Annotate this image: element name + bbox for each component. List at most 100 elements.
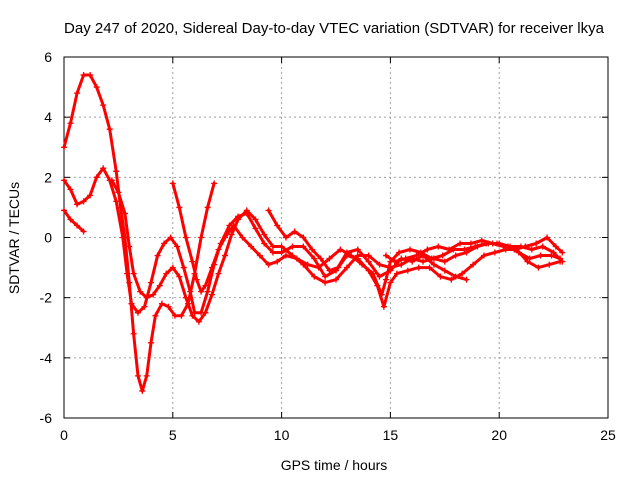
- data-point: [208, 264, 215, 271]
- data-point: [526, 255, 533, 262]
- data-point: [113, 198, 120, 205]
- data-point: [202, 309, 209, 316]
- data-point: [546, 261, 553, 268]
- data-point: [533, 240, 540, 247]
- data-point: [404, 267, 411, 274]
- data-point: [239, 234, 246, 241]
- data-point: [248, 243, 255, 250]
- data-point: [61, 144, 67, 151]
- y-tick-label: 0: [44, 230, 52, 246]
- data-point: [406, 246, 413, 253]
- data-point: [108, 177, 115, 184]
- data-point: [354, 255, 361, 262]
- data-point: [128, 300, 135, 307]
- x-tick-label: 25: [600, 427, 616, 443]
- data-point: [354, 246, 361, 253]
- data-point: [252, 216, 259, 223]
- data-point: [139, 387, 146, 394]
- data-point: [391, 258, 398, 265]
- y-tick-label: 6: [44, 49, 52, 65]
- y-tick-label: 2: [44, 169, 52, 185]
- data-point: [539, 243, 546, 250]
- data-point: [402, 255, 409, 262]
- series-track-3: [61, 207, 87, 235]
- data-point: [463, 276, 470, 283]
- y-tick-label: -4: [40, 350, 53, 366]
- data-point: [74, 222, 81, 229]
- data-point: [335, 264, 342, 271]
- data-point: [167, 234, 174, 241]
- data-point: [500, 243, 507, 250]
- data-point: [437, 273, 444, 280]
- data-point: [121, 210, 128, 217]
- data-point: [559, 249, 566, 256]
- data-point: [198, 234, 205, 241]
- data-point: [489, 240, 496, 247]
- data-point: [557, 258, 564, 265]
- data-point: [524, 258, 531, 265]
- data-point: [550, 249, 557, 256]
- data-point: [365, 267, 372, 274]
- data-point: [204, 204, 211, 211]
- data-point: [380, 303, 387, 310]
- data-point: [452, 252, 459, 259]
- data-point: [478, 237, 485, 244]
- data-point: [441, 258, 448, 265]
- data-point: [311, 273, 318, 280]
- data-point: [269, 243, 276, 250]
- series-line: [62, 73, 216, 393]
- data-point: [470, 261, 477, 268]
- data-point: [322, 273, 329, 280]
- x-tick-label: 0: [60, 427, 68, 443]
- data-point: [428, 255, 435, 262]
- data-point: [93, 174, 100, 181]
- data-point: [282, 252, 289, 259]
- data-point: [374, 282, 381, 289]
- data-point: [163, 270, 170, 277]
- data-point: [143, 372, 150, 379]
- y-tick-label: -2: [40, 290, 53, 306]
- data-point: [178, 312, 185, 319]
- data-point: [537, 252, 544, 259]
- data-point: [343, 264, 350, 271]
- data-point: [106, 126, 113, 133]
- data-point: [124, 270, 131, 277]
- data-point: [544, 234, 551, 241]
- data-point: [252, 225, 259, 232]
- data-point: [511, 246, 518, 253]
- data-point: [326, 267, 333, 274]
- data-point: [222, 234, 229, 241]
- x-tick-label: 5: [169, 427, 177, 443]
- data-point: [174, 243, 181, 250]
- data-point: [322, 279, 329, 286]
- data-point: [113, 168, 120, 175]
- data-point: [415, 264, 422, 271]
- data-point: [528, 246, 535, 253]
- data-point: [265, 261, 272, 268]
- data-point: [463, 249, 470, 256]
- data-point: [148, 279, 155, 286]
- data-point: [522, 243, 529, 250]
- data-point: [222, 252, 229, 259]
- data-point: [182, 294, 189, 301]
- data-point: [134, 372, 141, 379]
- data-point: [204, 288, 211, 295]
- data-point: [74, 90, 81, 97]
- data-point: [424, 246, 431, 253]
- data-point: [169, 264, 176, 271]
- data-point: [274, 258, 281, 265]
- data-point: [187, 288, 194, 295]
- data-point: [552, 243, 559, 250]
- data-point: [457, 240, 464, 247]
- data-point: [256, 252, 263, 259]
- data-point: [448, 276, 455, 283]
- data-point: [211, 180, 218, 187]
- data-point: [141, 303, 148, 310]
- data-point: [158, 300, 165, 307]
- data-point: [195, 318, 202, 325]
- data-point: [435, 243, 442, 250]
- data-point: [430, 261, 437, 268]
- grid-layer: [64, 57, 608, 418]
- data-point: [189, 258, 196, 265]
